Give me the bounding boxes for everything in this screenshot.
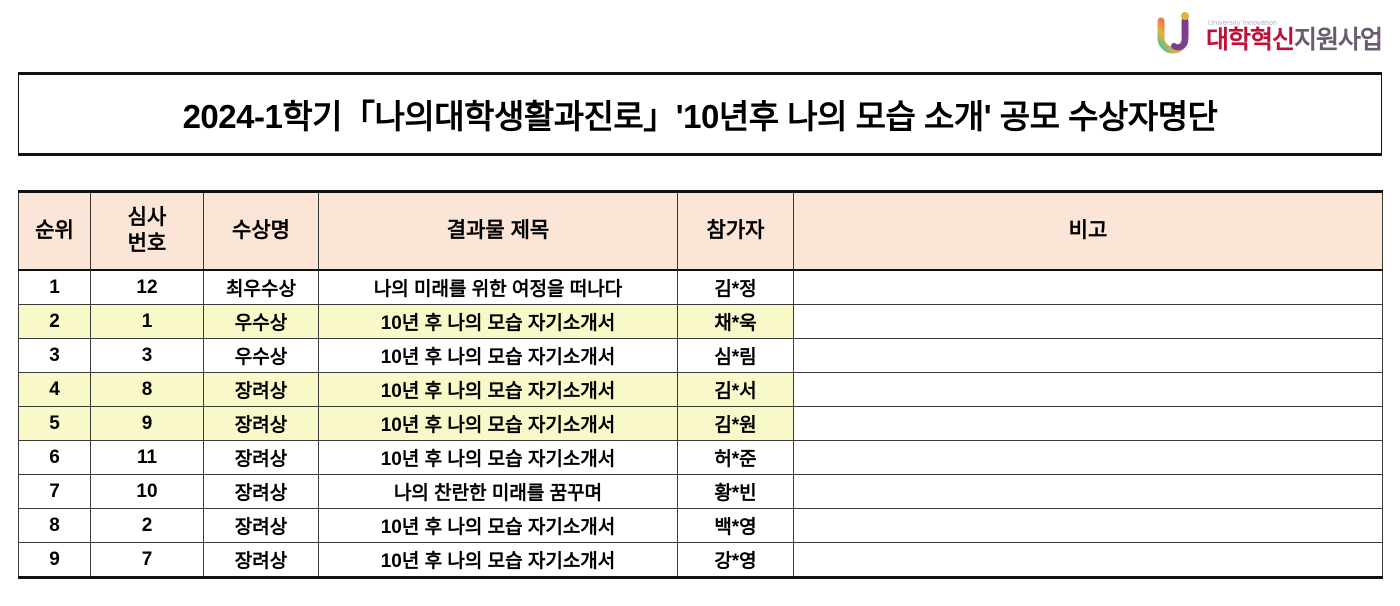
cell-work-title: 10년 후 나의 모습 자기소개서 <box>318 542 678 579</box>
column-header-work-title: 결과물 제목 <box>318 190 678 271</box>
cell-review-number: 12 <box>90 269 204 305</box>
cell-review-number: 8 <box>90 372 204 407</box>
cell-work-title: 10년 후 나의 모습 자기소개서 <box>318 440 678 475</box>
column-header-review-number-line1: 심사 <box>127 206 167 230</box>
cell-award-name: 장려상 <box>203 542 319 579</box>
cell-rank: 1 <box>18 269 91 305</box>
table-header-row: 순위 심사 번호 수상명 결과물 제목 참가자 비고 <box>18 190 1383 271</box>
cell-note <box>793 474 1383 509</box>
cell-rank: 9 <box>18 542 91 579</box>
page-title: 2024-1학기「나의대학생활과진로」'10년후 나의 모습 소개' 공모 수상… <box>182 98 1218 135</box>
table-header: 순위 심사 번호 수상명 결과물 제목 참가자 비고 <box>18 190 1383 271</box>
logo-text-block: University Innovation 대학혁신 지원사업 <box>1205 9 1383 59</box>
cell-work-title: 나의 미래를 위한 여정을 떠나다 <box>318 269 678 305</box>
column-header-rank: 순위 <box>18 190 91 271</box>
cell-work-title: 10년 후 나의 모습 자기소개서 <box>318 372 678 407</box>
cell-participant: 심*림 <box>677 338 794 373</box>
cell-review-number: 1 <box>90 304 204 339</box>
cell-rank: 7 <box>18 474 91 509</box>
cell-award-name: 장려상 <box>203 406 319 441</box>
cell-participant: 김*원 <box>677 406 794 441</box>
cell-participant: 채*욱 <box>677 304 794 339</box>
table-row: 1 12 최우수상 나의 미래를 위한 여정을 떠나다 김*정 <box>18 269 1383 305</box>
cell-note <box>793 440 1383 475</box>
cell-participant: 백*영 <box>677 508 794 543</box>
cell-review-number: 9 <box>90 406 204 441</box>
cell-note <box>793 269 1383 305</box>
column-header-participant: 참가자 <box>677 190 794 271</box>
cell-review-number: 3 <box>90 338 204 373</box>
table-row: 9 7 장려상 10년 후 나의 모습 자기소개서 강*영 <box>18 542 1383 579</box>
cell-participant: 허*준 <box>677 440 794 475</box>
cell-rank: 4 <box>18 372 91 407</box>
cell-award-name: 장려상 <box>203 508 319 543</box>
cell-work-title: 10년 후 나의 모습 자기소개서 <box>318 338 678 373</box>
award-winners-table: 순위 심사 번호 수상명 결과물 제목 참가자 비고 1 12 최우수상 나의 미래를… <box>18 190 1383 579</box>
document-title-band: 2024-1학기「나의대학생활과진로」'10년후 나의 모습 소개' 공모 수상… <box>18 72 1382 156</box>
cell-award-name: 장려상 <box>203 372 319 407</box>
column-header-review-number-line2: 번호 <box>127 232 167 255</box>
logo-wordmark-part1: 대학혁신 <box>1205 25 1295 54</box>
cell-participant: 김*서 <box>677 372 794 407</box>
table-row: 5 9 장려상 10년 후 나의 모습 자기소개서 김*원 <box>18 406 1383 441</box>
table-row: 6 11 장려상 10년 후 나의 모습 자기소개서 허*준 <box>18 440 1383 475</box>
cell-work-title: 나의 찬란한 미래를 꿈꾸며 <box>318 474 678 509</box>
cell-rank: 2 <box>18 304 91 339</box>
cell-note <box>793 508 1383 543</box>
cell-work-title: 10년 후 나의 모습 자기소개서 <box>318 304 678 339</box>
logo-small-english-text: University Innovation <box>1207 19 1278 27</box>
cell-award-name: 우수상 <box>203 338 319 373</box>
cell-review-number: 11 <box>90 440 204 475</box>
logo-area: University Innovation 대학혁신 지원사업 <box>1154 8 1383 60</box>
cell-rank: 8 <box>18 508 91 543</box>
cell-award-name: 장려상 <box>203 440 319 475</box>
cell-award-name: 우수상 <box>203 304 319 339</box>
cell-participant: 김*정 <box>677 269 794 305</box>
logo-wordmark-part2: 지원사업 <box>1293 25 1383 54</box>
table-row: 8 2 장려상 10년 후 나의 모습 자기소개서 백*영 <box>18 508 1383 543</box>
table-row: 4 8 장려상 10년 후 나의 모습 자기소개서 김*서 <box>18 372 1383 407</box>
cell-award-name: 최우수상 <box>203 269 319 305</box>
column-header-award-name: 수상명 <box>203 190 319 271</box>
table-body: 1 12 최우수상 나의 미래를 위한 여정을 떠나다 김*정 2 1 우수상 10년 후 나의… <box>18 269 1383 579</box>
cell-note <box>793 304 1383 339</box>
cell-participant: 황*빈 <box>677 474 794 509</box>
cell-rank: 6 <box>18 440 91 475</box>
cell-note <box>793 406 1383 441</box>
cell-rank: 5 <box>18 406 91 441</box>
logo-wordmark: 대학혁신 지원사업 <box>1205 25 1383 54</box>
table-row: 2 1 우수상 10년 후 나의 모습 자기소개서 채*욱 <box>18 304 1383 339</box>
cell-note <box>793 338 1383 373</box>
uj-university-innovation-logo-icon <box>1154 11 1200 57</box>
cell-award-name: 장려상 <box>203 474 319 509</box>
cell-rank: 3 <box>18 338 91 373</box>
cell-work-title: 10년 후 나의 모습 자기소개서 <box>318 406 678 441</box>
cell-review-number: 10 <box>90 474 204 509</box>
column-header-review-number: 심사 번호 <box>90 190 204 271</box>
cell-review-number: 2 <box>90 508 204 543</box>
table-row: 3 3 우수상 10년 후 나의 모습 자기소개서 심*림 <box>18 338 1383 373</box>
cell-participant: 강*영 <box>677 542 794 579</box>
table-row: 7 10 장려상 나의 찬란한 미래를 꿈꾸며 황*빈 <box>18 474 1383 509</box>
cell-note <box>793 372 1383 407</box>
cell-work-title: 10년 후 나의 모습 자기소개서 <box>318 508 678 543</box>
column-header-note: 비고 <box>793 190 1383 271</box>
cell-note <box>793 542 1383 579</box>
cell-review-number: 7 <box>90 542 204 579</box>
